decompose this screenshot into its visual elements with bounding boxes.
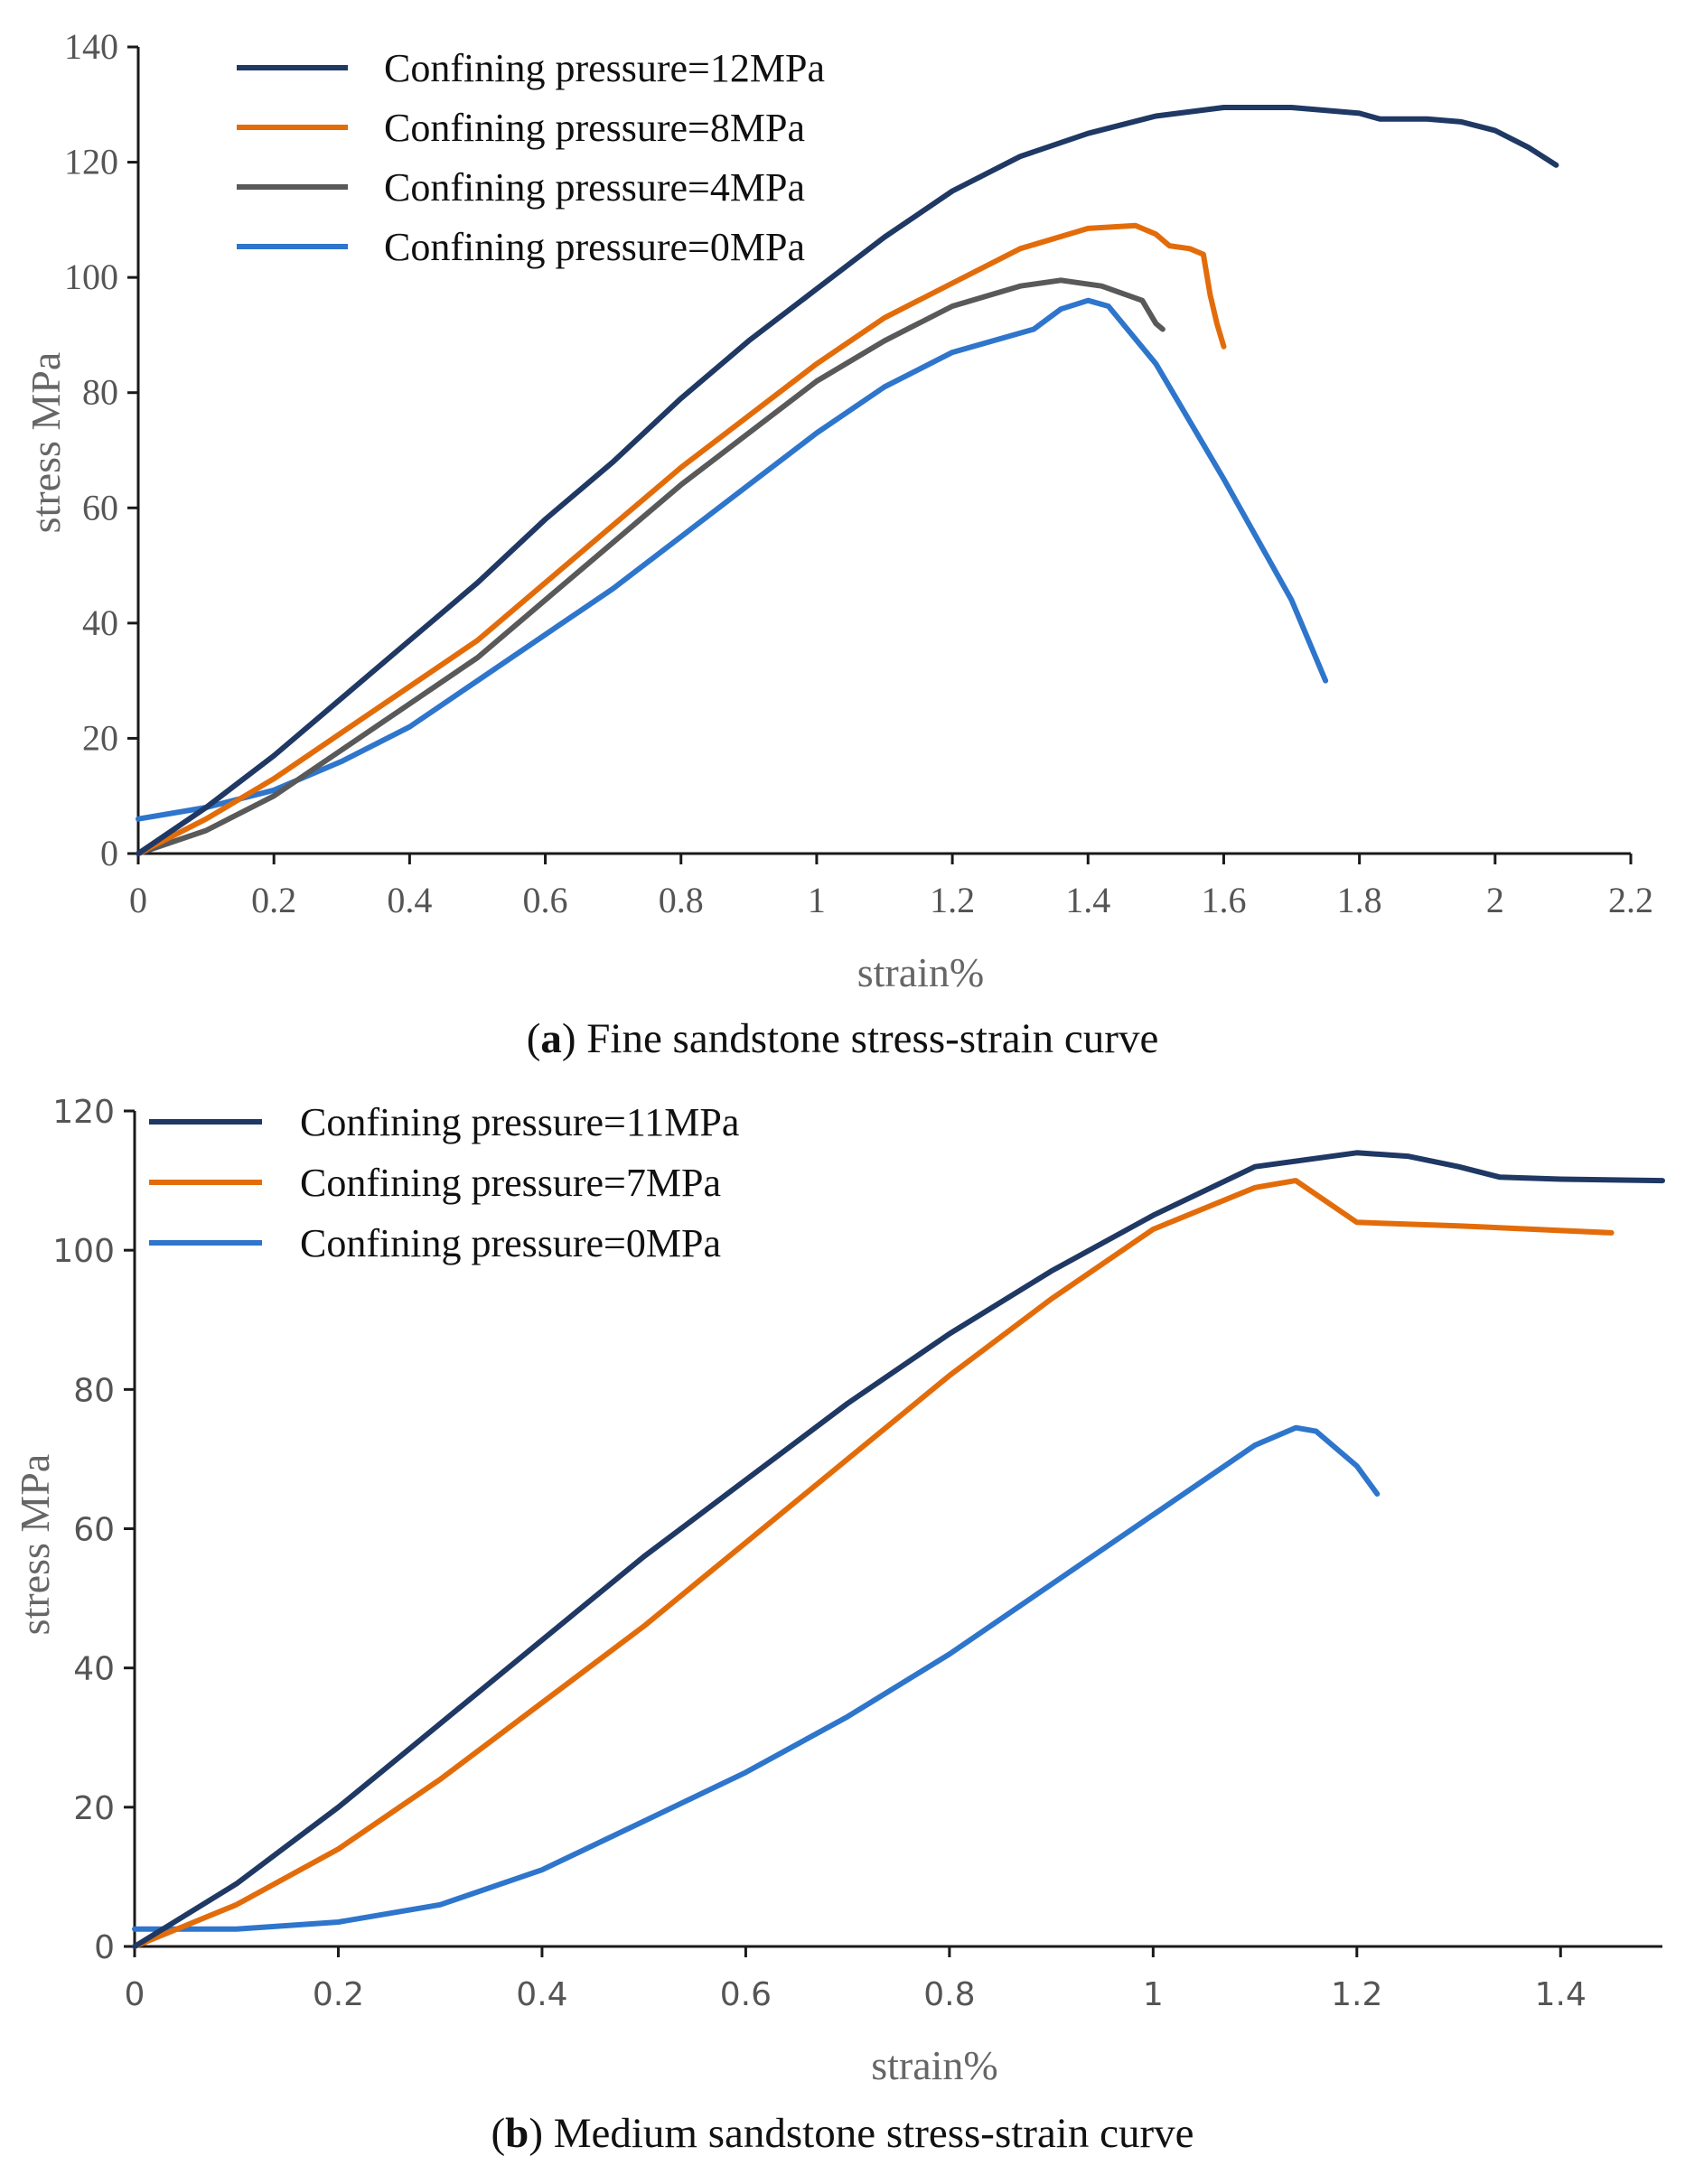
a-y-tick-label: 120 [64, 142, 118, 182]
a-x-tick-label: 0 [129, 880, 147, 920]
caption-b-title: Medium sandstone stress-strain curve [553, 2110, 1194, 2157]
b-legend-label: Confining pressure=7MPa [300, 1161, 721, 1205]
caption-b: (b) Medium sandstone stress-strain curve [491, 2110, 1194, 2157]
b-x-tick-label: 1.2 [1331, 1976, 1382, 2013]
a-legend-label: Confining pressure=12MPa [384, 46, 825, 90]
b-series-line [132, 1150, 1665, 1949]
caption-a-letter: a [540, 1015, 562, 1062]
a-y-tick-label: 20 [82, 717, 118, 758]
b-y-tick-label: 0 [94, 1929, 115, 1966]
a-x-tick-label: 1 [808, 880, 826, 920]
a-legend-label: Confining pressure=4MPa [384, 165, 805, 210]
chart-b-plot: 0 20 40 60 80 100 120 0 0.2 0.4 0.6 0.8 1 1.2 1.4 strai… [12, 1094, 1665, 2088]
b-legend-label: Confining pressure=11MPa [300, 1100, 739, 1144]
a-x-tick-label: 1.8 [1337, 880, 1382, 920]
figure-b: 0 20 40 60 80 100 120 0 0.2 0.4 0.6 0.8 1 1.2 1.4 strai… [0, 1075, 1685, 2105]
a-series-line [136, 105, 1559, 856]
b-x-tick-label: 0.8 [923, 1976, 975, 2013]
a-y-axis-title: stress MPa [23, 352, 69, 534]
caption-a-title: Fine sandstone stress-strain curve [586, 1015, 1159, 1062]
b-x-axis-title: strain% [871, 2042, 998, 2088]
b-y-axis-title: stress MPa [12, 1454, 58, 1636]
a-x-axis-title: strain% [857, 949, 985, 994]
a-series-line [136, 222, 1227, 856]
a-x-tick-label: 0.6 [523, 880, 568, 920]
a-x-tick-label: 0.4 [387, 880, 432, 920]
b-x-tick-label: 0.2 [313, 1976, 364, 2013]
b-legend-label: Confining pressure=0MPa [300, 1221, 721, 1265]
b-y-tick-label: 80 [73, 1372, 115, 1409]
a-y-tick-label: 40 [82, 602, 118, 643]
a-y-tick-label: 100 [64, 257, 118, 297]
b-x-tick-label: 0 [125, 1976, 145, 2013]
b-x-tick-label: 1 [1143, 1976, 1164, 2013]
b-y-tick-label: 40 [73, 1651, 115, 1688]
a-legend-label: Confining pressure=0MPa [384, 225, 805, 269]
a-x-tick-label: 2.2 [1608, 880, 1653, 920]
a-x-tick-label: 0.2 [251, 880, 296, 920]
a-y-tick-label: 60 [82, 487, 118, 527]
chart-a-plot: 0 20 40 60 80 100 120 140 0 0.2 0.4 0.6 0.8 1 1.2 1.4 1.… [23, 26, 1653, 994]
a-series-line [136, 297, 1329, 822]
b-y-tick-label: 120 [52, 1094, 115, 1131]
a-x-tick-label: 1.6 [1201, 880, 1246, 920]
b-y-tick-label: 20 [73, 1790, 115, 1827]
b-series-line [132, 1424, 1381, 1932]
a-x-tick-label: 0.8 [659, 880, 704, 920]
a-x-tick-label: 1.2 [930, 880, 975, 920]
b-x-tick-label: 0.6 [720, 1976, 772, 2013]
b-y-tick-label: 100 [52, 1233, 115, 1270]
figure-a: 0 20 40 60 80 100 120 140 0 0.2 0.4 0.6 0.8 1 1.2 1.4 1.… [0, 0, 1685, 994]
a-legend-label: Confining pressure=8MPa [384, 106, 805, 150]
a-y-tick-label: 80 [82, 372, 118, 413]
b-series-line [132, 1178, 1615, 1949]
caption-b-letter: b [505, 2110, 529, 2157]
b-x-tick-label: 0.4 [516, 1976, 567, 2013]
a-y-tick-label: 0 [100, 833, 118, 873]
caption-a: (a) Fine sandstone stress-strain curve [526, 1015, 1159, 1062]
a-series-line [136, 277, 1165, 856]
b-x-tick-label: 1.4 [1535, 1976, 1587, 2013]
a-y-tick-label: 140 [64, 26, 118, 67]
a-x-tick-label: 1.4 [1065, 880, 1110, 920]
a-x-tick-label: 2 [1486, 880, 1504, 920]
b-y-tick-label: 60 [73, 1512, 115, 1549]
